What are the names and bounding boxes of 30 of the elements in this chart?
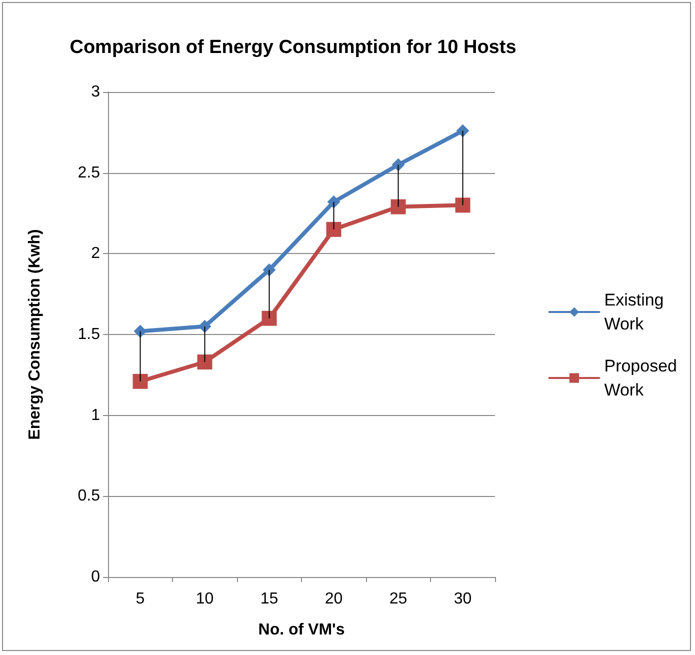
chart-title: Comparison of Energy Consumption for 10 Hosts <box>70 37 516 58</box>
y-axis-title: Energy Consumption (Kwh) <box>26 229 44 440</box>
x-tick-label: 25 <box>389 590 408 608</box>
y-tick-label: 3 <box>91 84 100 100</box>
point <box>132 374 148 389</box>
x-axis-title: No. of VM's <box>258 622 345 638</box>
point <box>326 222 342 237</box>
y-tick-label: 0 <box>91 568 100 586</box>
legend-label: Existing Work <box>604 290 664 334</box>
y-tick-label: 0.5 <box>78 488 100 505</box>
y-tick-label: 1 <box>91 406 100 424</box>
point <box>134 324 147 338</box>
point <box>455 198 470 213</box>
point <box>392 158 405 172</box>
y-tick-label: 2 <box>91 245 100 262</box>
point <box>262 263 276 276</box>
y-tick-label: 2.5 <box>78 164 100 182</box>
point <box>327 195 340 208</box>
point <box>390 199 406 214</box>
x-tick-label: 15 <box>260 590 278 608</box>
legend-label: Proposed Work <box>604 356 678 400</box>
x-tick-label: 10 <box>196 590 214 608</box>
x-tick-label: 5 <box>136 590 145 608</box>
x-tick-label: 20 <box>324 590 343 608</box>
point <box>198 320 212 333</box>
point <box>262 310 277 326</box>
x-tick-label: 30 <box>454 590 472 608</box>
y-tick-label: 1.5 <box>78 326 100 343</box>
point <box>456 124 470 138</box>
point <box>197 354 212 370</box>
